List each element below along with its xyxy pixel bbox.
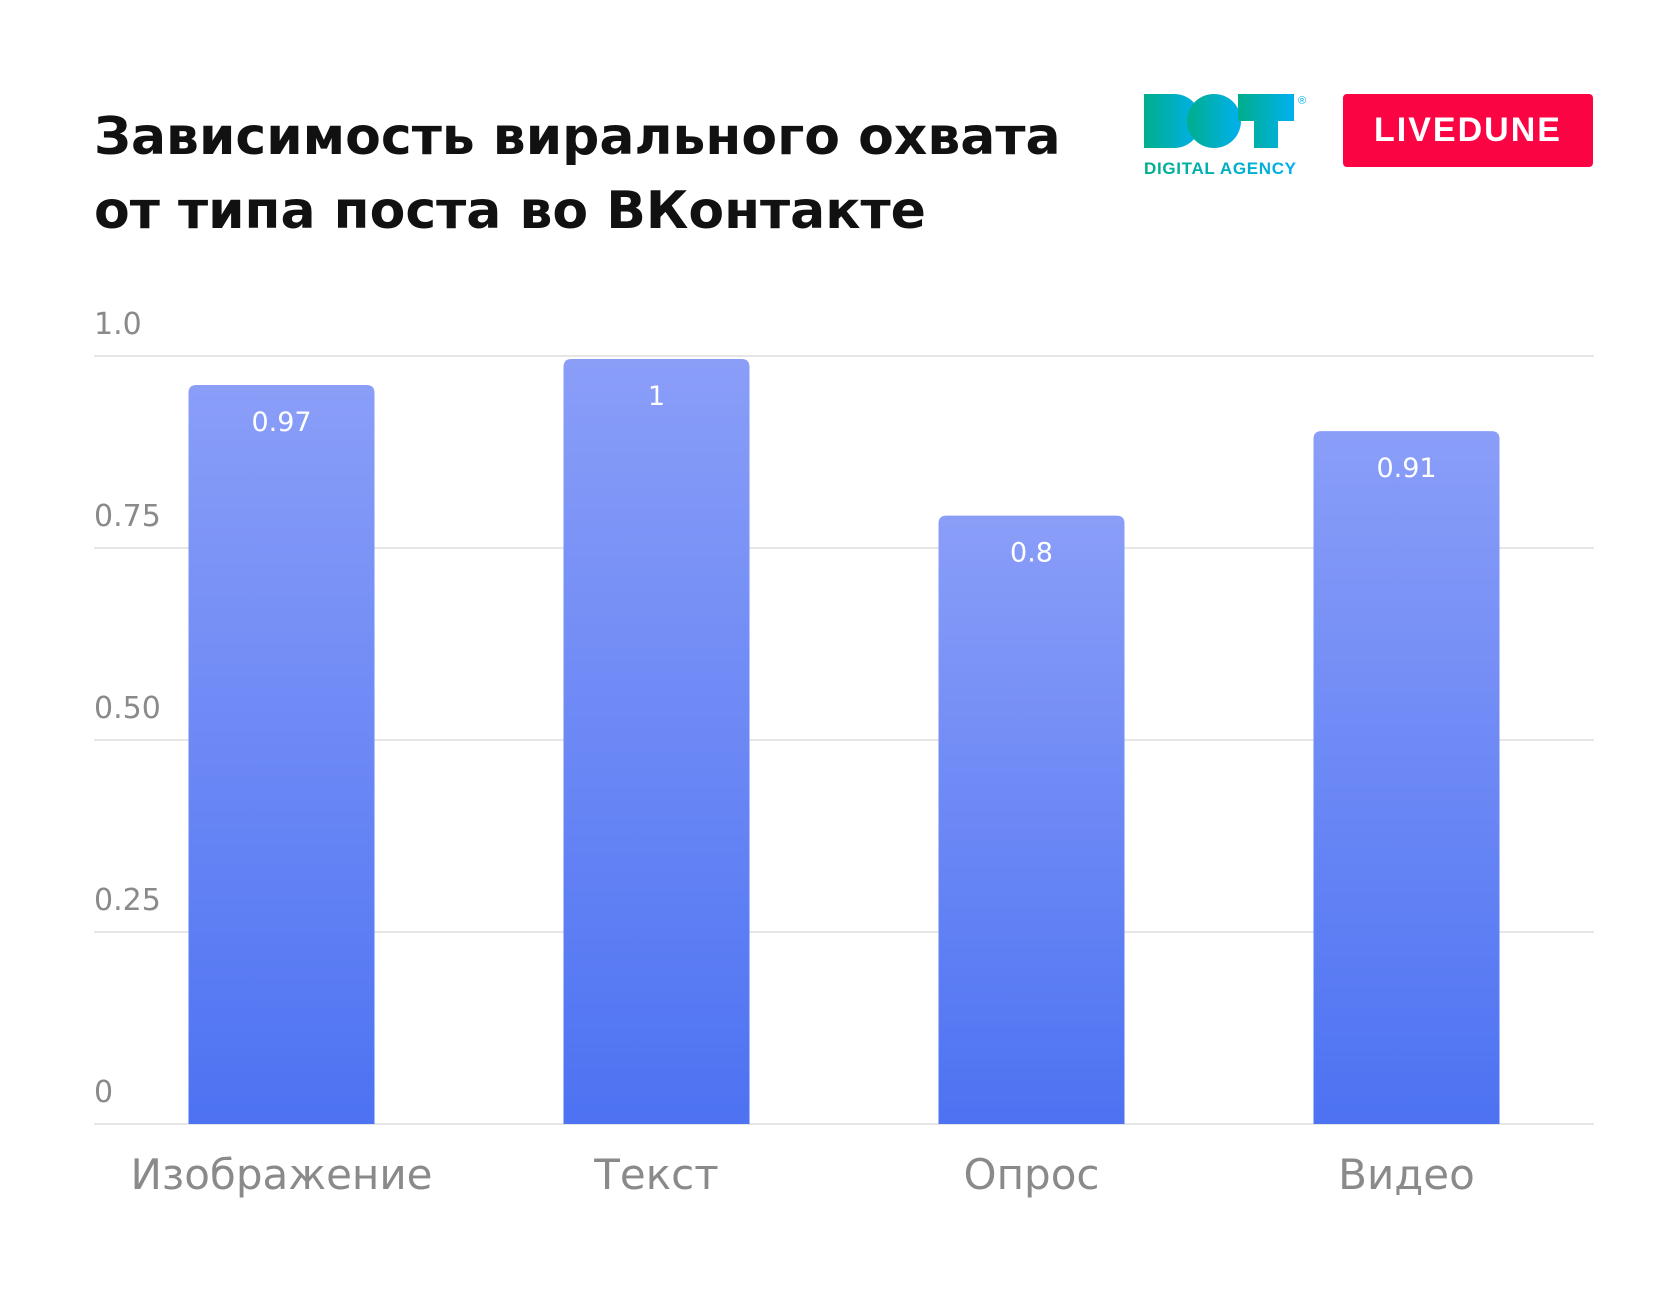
dot-digital-agency-logo: ® DIGITAL AGENCY	[1144, 94, 1306, 178]
bar	[188, 385, 375, 1124]
x-category-label: Изображение	[130, 1150, 432, 1199]
x-category-label: Видео	[1338, 1150, 1475, 1199]
title-line-1: Зависимость вирального охвата	[94, 107, 1061, 167]
bar-value-label: 1	[648, 381, 665, 412]
svg-text:®: ®	[1298, 95, 1306, 107]
y-tick-label: 0.25	[94, 883, 161, 918]
y-tick-label: 1.0	[94, 307, 142, 342]
chart-title: Зависимость вирального охвата от типа по…	[94, 100, 1061, 248]
x-category-label: Текст	[593, 1150, 718, 1199]
title-line-2: от типа поста во ВКонтакте	[94, 181, 926, 241]
x-category-label: Опрос	[964, 1150, 1100, 1199]
bar	[1313, 431, 1500, 1124]
bar	[563, 359, 750, 1124]
bar	[938, 515, 1125, 1124]
svg-text:DIGITAL AGENCY: DIGITAL AGENCY	[1144, 159, 1297, 178]
y-tick-label: 0.75	[94, 499, 161, 534]
bar-value-label: 0.91	[1376, 453, 1436, 484]
bar-value-label: 0.8	[1010, 538, 1053, 569]
bar-value-label: 0.97	[251, 407, 311, 438]
y-tick-label: 0	[94, 1075, 113, 1110]
livedune-logo: LIVEDUNE	[1343, 94, 1593, 167]
y-tick-label: 0.50	[94, 691, 161, 726]
